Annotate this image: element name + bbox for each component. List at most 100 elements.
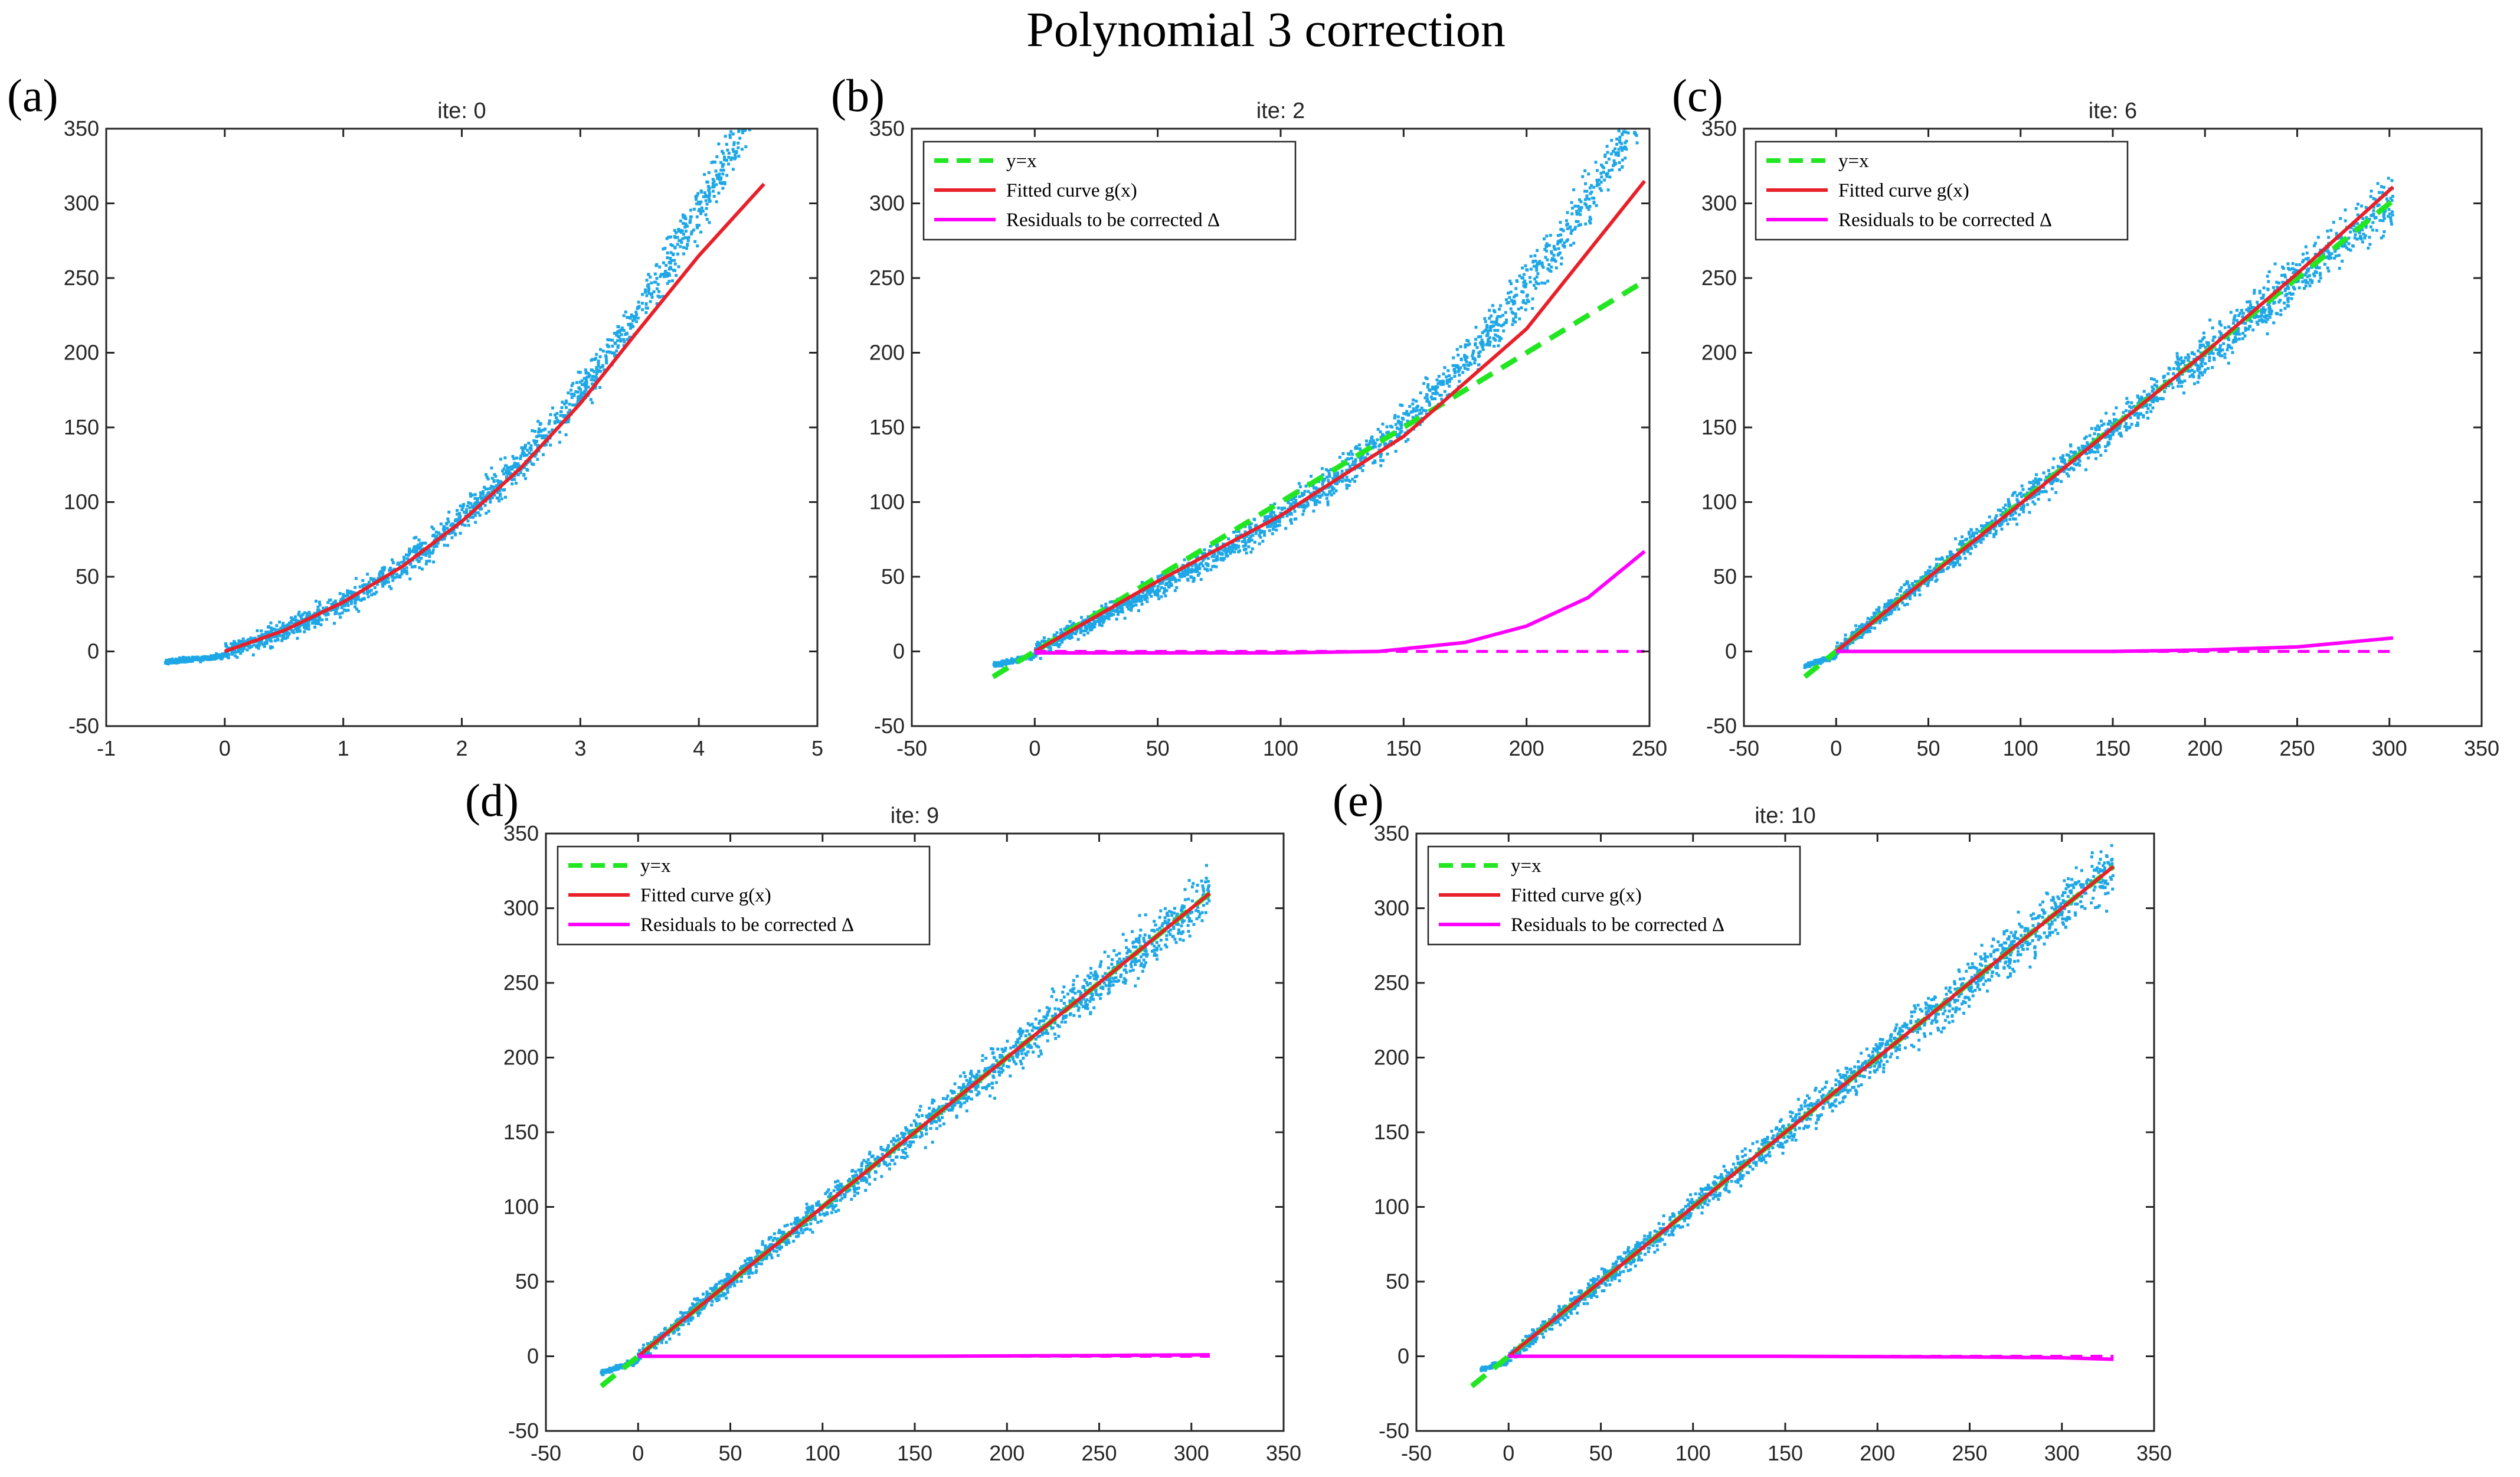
scatter-point: [719, 176, 723, 179]
scatter-point: [373, 592, 377, 596]
scatter-point: [2304, 257, 2308, 261]
scatter-point: [513, 463, 516, 467]
scatter-point: [2246, 327, 2249, 331]
scatter-point: [1353, 480, 1357, 483]
scatter-point: [1244, 541, 1248, 545]
scatter-point: [1262, 519, 1266, 523]
scatter-point: [1188, 569, 1192, 573]
scatter-point: [440, 538, 443, 541]
scatter-point: [1380, 453, 1383, 456]
scatter-point: [2072, 468, 2076, 472]
scatter-point: [636, 307, 639, 311]
scatter-point: [496, 479, 499, 482]
scatter-point: [1100, 624, 1104, 628]
scatter-point: [1084, 629, 1088, 632]
scatter-point: [1488, 309, 1491, 312]
x-tick-label: 250: [1632, 736, 1667, 760]
scatter-point: [302, 622, 306, 625]
scatter-point: [495, 496, 499, 500]
scatter-point: [1354, 475, 1357, 479]
scatter-point: [391, 558, 394, 561]
scatter-point: [225, 653, 229, 656]
scatter-point: [563, 402, 567, 406]
scatter-point: [2390, 223, 2393, 226]
scatter-point: [1577, 224, 1580, 227]
scatter-point: [257, 646, 260, 650]
scatter-point: [510, 482, 514, 486]
scatter-point: [590, 378, 593, 381]
scatter-point: [562, 414, 565, 417]
scatter-point: [628, 336, 631, 339]
scatter-point: [522, 454, 526, 458]
scatter-point: [1161, 579, 1165, 583]
scatter-point: [629, 326, 632, 330]
x-tick-label: 0: [1029, 736, 1040, 760]
scatter-point: [1216, 555, 1219, 558]
scatter-point: [414, 550, 418, 553]
scatter-point: [677, 265, 680, 269]
scatter-point: [1051, 643, 1055, 646]
scatter-point: [726, 148, 729, 152]
scatter-point: [1506, 301, 1509, 305]
scatter-point: [1426, 397, 1429, 401]
scatter-point: [2246, 300, 2249, 303]
scatter-point: [469, 495, 473, 498]
scatter-point: [354, 586, 357, 589]
scatter-point: [1583, 198, 1587, 201]
scatter-point: [249, 636, 253, 640]
scatter-point: [1442, 380, 1445, 383]
scatter-point: [1093, 625, 1097, 629]
scatter-point: [499, 458, 502, 461]
scatter-point: [1543, 282, 1547, 285]
scatter-point: [2015, 494, 2019, 498]
scatter-point: [1194, 563, 1198, 566]
scatter-point: [492, 485, 496, 489]
scatter-point: [549, 443, 552, 447]
scatter-point: [665, 264, 668, 267]
scatter-point: [1270, 510, 1274, 513]
scatter-point: [1412, 398, 1415, 401]
scatter-point: [1303, 489, 1307, 493]
scatter-point: [611, 344, 614, 348]
scatter-point: [737, 146, 740, 149]
scatter-point: [1371, 442, 1374, 445]
scatter-point: [482, 492, 485, 496]
scatter-point: [1160, 586, 1163, 589]
scatter-point: [1411, 416, 1415, 419]
scatter-point: [1365, 443, 1369, 447]
scatter-point: [697, 200, 701, 204]
scatter-point: [604, 358, 608, 362]
scatter-point: [1988, 515, 1991, 519]
scatter-point: [616, 339, 619, 342]
scatter-point: [257, 642, 261, 646]
scatter-point: [1500, 324, 1503, 328]
scatter-point: [2099, 419, 2103, 423]
panels: (a) ite: 0-1 0 1 2 3 4 5-5005010015020025030035…: [7, 70, 2499, 1465]
scatter-point: [2192, 352, 2196, 356]
scatter-point: [1134, 598, 1138, 602]
scatter-point: [275, 624, 279, 628]
scatter-point: [1566, 223, 1569, 226]
scatter-point: [2014, 517, 2017, 521]
scatter-point: [2266, 314, 2269, 317]
scatter-point: [634, 311, 638, 314]
scatter-point: [557, 420, 560, 424]
scatter-point: [567, 417, 571, 420]
scatter-point: [1150, 587, 1153, 591]
scatter-point: [2233, 314, 2237, 318]
scatter-point: [490, 476, 494, 480]
scatter-point: [683, 236, 687, 240]
scatter-point: [2163, 390, 2166, 393]
scatter-point: [1040, 639, 1044, 643]
scatter-point: [1513, 299, 1516, 303]
scatter-point: [437, 531, 441, 535]
scatter-point: [1485, 323, 1489, 327]
scatter-point: [2257, 315, 2260, 318]
scatter-point: [279, 626, 283, 630]
scatter-point: [626, 338, 629, 341]
scatter-point: [2016, 501, 2020, 505]
scatter-point: [1554, 260, 1557, 263]
scatter-point: [336, 606, 340, 609]
scatter-point: [175, 658, 178, 662]
